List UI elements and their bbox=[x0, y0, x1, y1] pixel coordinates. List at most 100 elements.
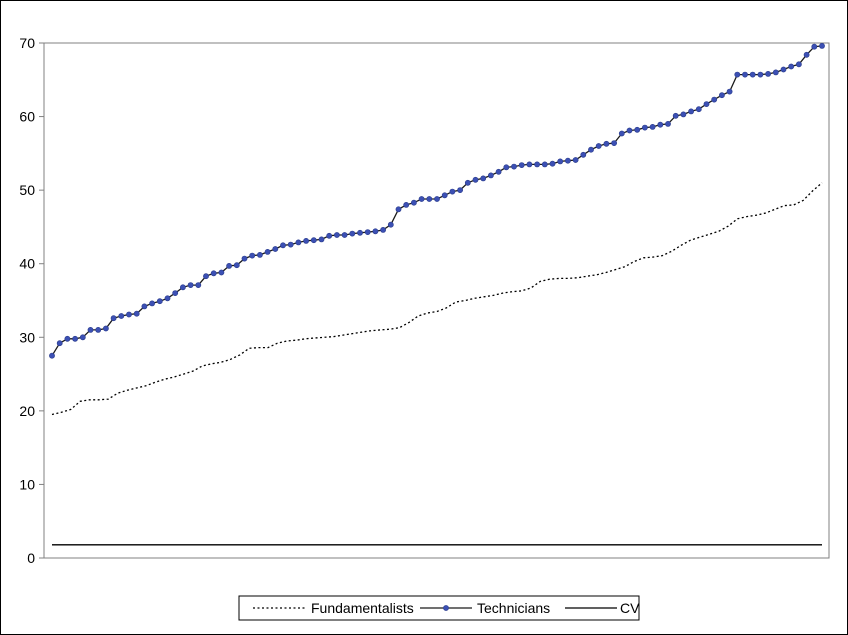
data-point-technicians bbox=[588, 146, 594, 153]
data-point-technicians bbox=[149, 300, 155, 307]
data-point-technicians bbox=[742, 71, 748, 78]
data-point-technicians bbox=[164, 295, 171, 302]
data-point-technicians bbox=[626, 127, 633, 134]
data-point-technicians bbox=[418, 196, 425, 202]
series-layer bbox=[49, 43, 825, 546]
data-point-technicians bbox=[126, 311, 132, 318]
data-point-technicians bbox=[472, 176, 479, 183]
data-point-technicians bbox=[657, 121, 664, 128]
data-point-technicians bbox=[649, 124, 656, 130]
data-point-technicians bbox=[711, 96, 718, 103]
data-point-technicians bbox=[495, 168, 502, 175]
data-point-technicians bbox=[449, 188, 456, 195]
data-point-technicians bbox=[395, 206, 402, 213]
data-point-technicians bbox=[179, 284, 186, 291]
data-point-technicians bbox=[518, 162, 525, 168]
data-point-technicians bbox=[695, 106, 702, 113]
data-point-technicians bbox=[341, 232, 348, 238]
data-point-technicians bbox=[303, 237, 309, 244]
data-point-technicians bbox=[634, 126, 641, 133]
data-point-technicians bbox=[49, 352, 55, 359]
data-point-technicians bbox=[603, 140, 610, 147]
legend-marker bbox=[443, 605, 449, 611]
data-point-technicians bbox=[572, 157, 579, 163]
y-tick-label: 40 bbox=[19, 256, 35, 272]
y-tick-label: 60 bbox=[19, 109, 35, 125]
data-point-technicians bbox=[487, 172, 494, 179]
data-point-technicians bbox=[642, 124, 648, 131]
y-tick-label: 20 bbox=[19, 403, 35, 419]
data-point-technicians bbox=[772, 69, 779, 76]
data-point-technicians bbox=[295, 239, 302, 246]
y-tick-label: 0 bbox=[27, 550, 35, 566]
data-point-technicians bbox=[87, 326, 94, 333]
y-tick-label: 70 bbox=[19, 35, 35, 51]
data-point-technicians bbox=[310, 237, 317, 244]
data-point-technicians bbox=[349, 230, 356, 237]
data-point-technicians bbox=[796, 61, 802, 68]
legend-label-technicians: Technicians bbox=[477, 600, 550, 616]
data-point-technicians bbox=[133, 310, 140, 317]
data-point-technicians bbox=[803, 51, 810, 58]
data-point-technicians bbox=[280, 242, 286, 249]
data-point-technicians bbox=[749, 71, 756, 78]
data-point-technicians bbox=[441, 192, 448, 199]
data-point-technicians bbox=[226, 262, 232, 269]
data-point-technicians bbox=[811, 43, 818, 50]
data-point-technicians bbox=[611, 140, 617, 146]
data-point-technicians bbox=[172, 290, 179, 296]
data-point-technicians bbox=[272, 246, 279, 252]
data-point-technicians bbox=[387, 221, 394, 228]
y-tick-label: 50 bbox=[19, 182, 35, 198]
data-point-technicians bbox=[757, 71, 764, 78]
data-point-technicians bbox=[534, 161, 540, 168]
data-point-technicians bbox=[595, 143, 602, 149]
data-point-technicians bbox=[195, 282, 202, 288]
data-point-technicians bbox=[264, 248, 271, 255]
data-point-technicians bbox=[672, 112, 679, 119]
data-point-technicians bbox=[249, 252, 256, 259]
data-point-technicians bbox=[680, 111, 687, 118]
y-tick-label: 10 bbox=[19, 476, 35, 492]
legend-label-cv: CV bbox=[620, 600, 640, 616]
data-point-technicians bbox=[256, 251, 263, 258]
data-point-technicians bbox=[233, 262, 240, 269]
data-point-technicians bbox=[241, 255, 248, 262]
data-point-technicians bbox=[203, 273, 209, 280]
data-point-technicians bbox=[511, 163, 517, 170]
data-point-technicians bbox=[780, 66, 787, 73]
data-point-technicians bbox=[64, 335, 71, 342]
data-point-technicians bbox=[703, 101, 710, 107]
data-point-technicians bbox=[719, 92, 725, 99]
data-point-technicians bbox=[72, 335, 78, 342]
data-point-technicians bbox=[557, 158, 564, 165]
data-point-technicians bbox=[503, 164, 510, 171]
data-point-technicians bbox=[187, 282, 194, 288]
data-point-technicians bbox=[364, 229, 371, 235]
data-point-technicians bbox=[210, 270, 217, 277]
data-point-technicians bbox=[333, 232, 340, 238]
data-point-technicians bbox=[56, 340, 63, 347]
data-point-technicians bbox=[380, 226, 386, 233]
data-point-technicians bbox=[318, 236, 325, 243]
data-point-technicians bbox=[141, 303, 148, 310]
data-point-technicians bbox=[464, 179, 471, 186]
data-point-technicians bbox=[580, 151, 587, 158]
data-point-technicians bbox=[403, 201, 410, 208]
data-point-technicians bbox=[819, 43, 825, 49]
legend-label-fundamentalists: Fundamentalists bbox=[311, 600, 414, 616]
y-tick-label: 30 bbox=[19, 329, 35, 345]
y-axis: 0 10 20 30 40 50 60 70 bbox=[19, 35, 45, 566]
data-point-technicians bbox=[287, 241, 294, 248]
data-point-technicians bbox=[218, 269, 225, 276]
data-point-technicians bbox=[526, 161, 533, 168]
data-point-technicians bbox=[549, 160, 556, 167]
data-point-technicians bbox=[480, 175, 487, 182]
data-point-technicians bbox=[734, 71, 741, 78]
data-point-technicians bbox=[618, 130, 625, 137]
data-point-technicians bbox=[357, 229, 363, 236]
data-point-technicians bbox=[457, 187, 463, 193]
data-point-technicians bbox=[156, 298, 163, 305]
data-point-technicians bbox=[110, 315, 117, 322]
data-point-technicians bbox=[79, 334, 86, 341]
